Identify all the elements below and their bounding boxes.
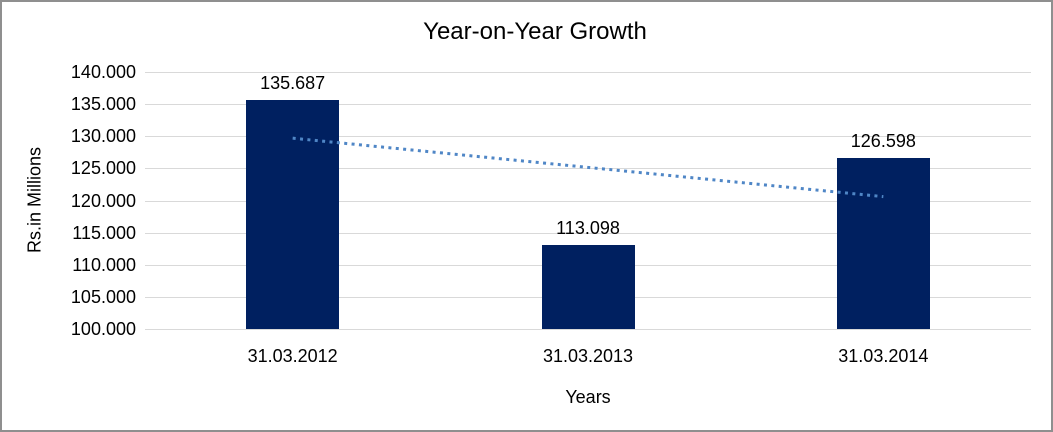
x-tick-label: 31.03.2013 [542, 346, 634, 366]
y-tick-label: 130.000 [70, 126, 136, 147]
bar-data-label: 113.098 [556, 217, 620, 238]
gridline [145, 104, 1031, 106]
gridline [145, 72, 1031, 73]
y-tick-label: 135.000 [70, 94, 136, 115]
y-tick-label: 125.000 [70, 158, 136, 179]
chart-title: Year-on-Year Growth [423, 18, 647, 45]
y-tick-label: 105.000 [70, 286, 136, 307]
y-tick-label: 110.000 [72, 254, 136, 275]
bar [836, 158, 930, 329]
bar-data-label: 135.687 [260, 72, 326, 93]
gridline [145, 232, 1031, 234]
y-tick-label: 100.000 [70, 319, 136, 339]
y-tick-label: 120.000 [70, 190, 136, 211]
bar-data-label: 126.598 [850, 131, 916, 152]
bar [246, 99, 340, 329]
x-tick-label: 31.03.2012 [247, 346, 338, 366]
bar [541, 244, 635, 329]
x-axis-title: Years [565, 387, 611, 407]
y-tick-label: 140.000 [70, 62, 136, 82]
x-tick-label: 31.03.2014 [838, 346, 929, 366]
gridline [145, 329, 1031, 330]
y-tick-label: 115.000 [72, 222, 136, 243]
gridline [145, 200, 1031, 202]
